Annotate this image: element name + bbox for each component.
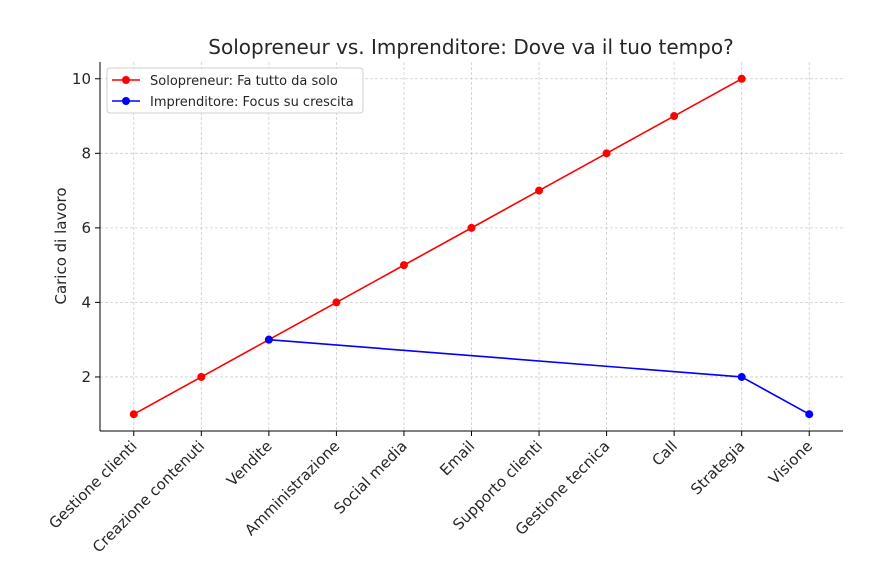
legend: Solopreneur: Fa tutto da solo Imprenditor… (106, 67, 364, 114)
series-line-0 (133, 78, 743, 415)
data-point (737, 74, 746, 83)
x-tick-label: Vendite (223, 437, 276, 490)
x-tick-label: Strategia (687, 437, 748, 498)
x-tick-label: Creazione contenuti (89, 437, 208, 556)
data-point (535, 186, 544, 195)
data-point (332, 298, 341, 307)
legend-label: Imprenditore: Focus su crescita (150, 95, 354, 110)
y-tick-label: 6 (81, 219, 91, 237)
y-tick-label: 8 (81, 144, 91, 162)
x-tick-label: Email (436, 437, 478, 479)
data-point (197, 372, 206, 381)
y-tick-label: 4 (81, 293, 91, 311)
data-point (670, 112, 679, 121)
data-point (737, 372, 746, 381)
data-point (602, 149, 611, 158)
data-point (129, 410, 138, 419)
legend-marker (122, 97, 130, 105)
y-axis-label: Carico di lavoro (52, 187, 70, 304)
data-point (467, 223, 476, 232)
data-point (264, 335, 273, 344)
chart-title: Solopreneur vs. Imprenditore: Dove va il… (208, 35, 733, 59)
y-tick-label: 10 (72, 70, 91, 88)
legend-marker (122, 76, 130, 84)
x-tick-label: Visione (765, 437, 816, 488)
data-point (805, 410, 814, 419)
x-tick-label: Call (648, 437, 681, 470)
legend-label: Solopreneur: Fa tutto da solo (150, 74, 338, 89)
y-tick-label: 2 (81, 368, 91, 386)
data-point (399, 261, 408, 270)
legend-box (106, 67, 364, 114)
